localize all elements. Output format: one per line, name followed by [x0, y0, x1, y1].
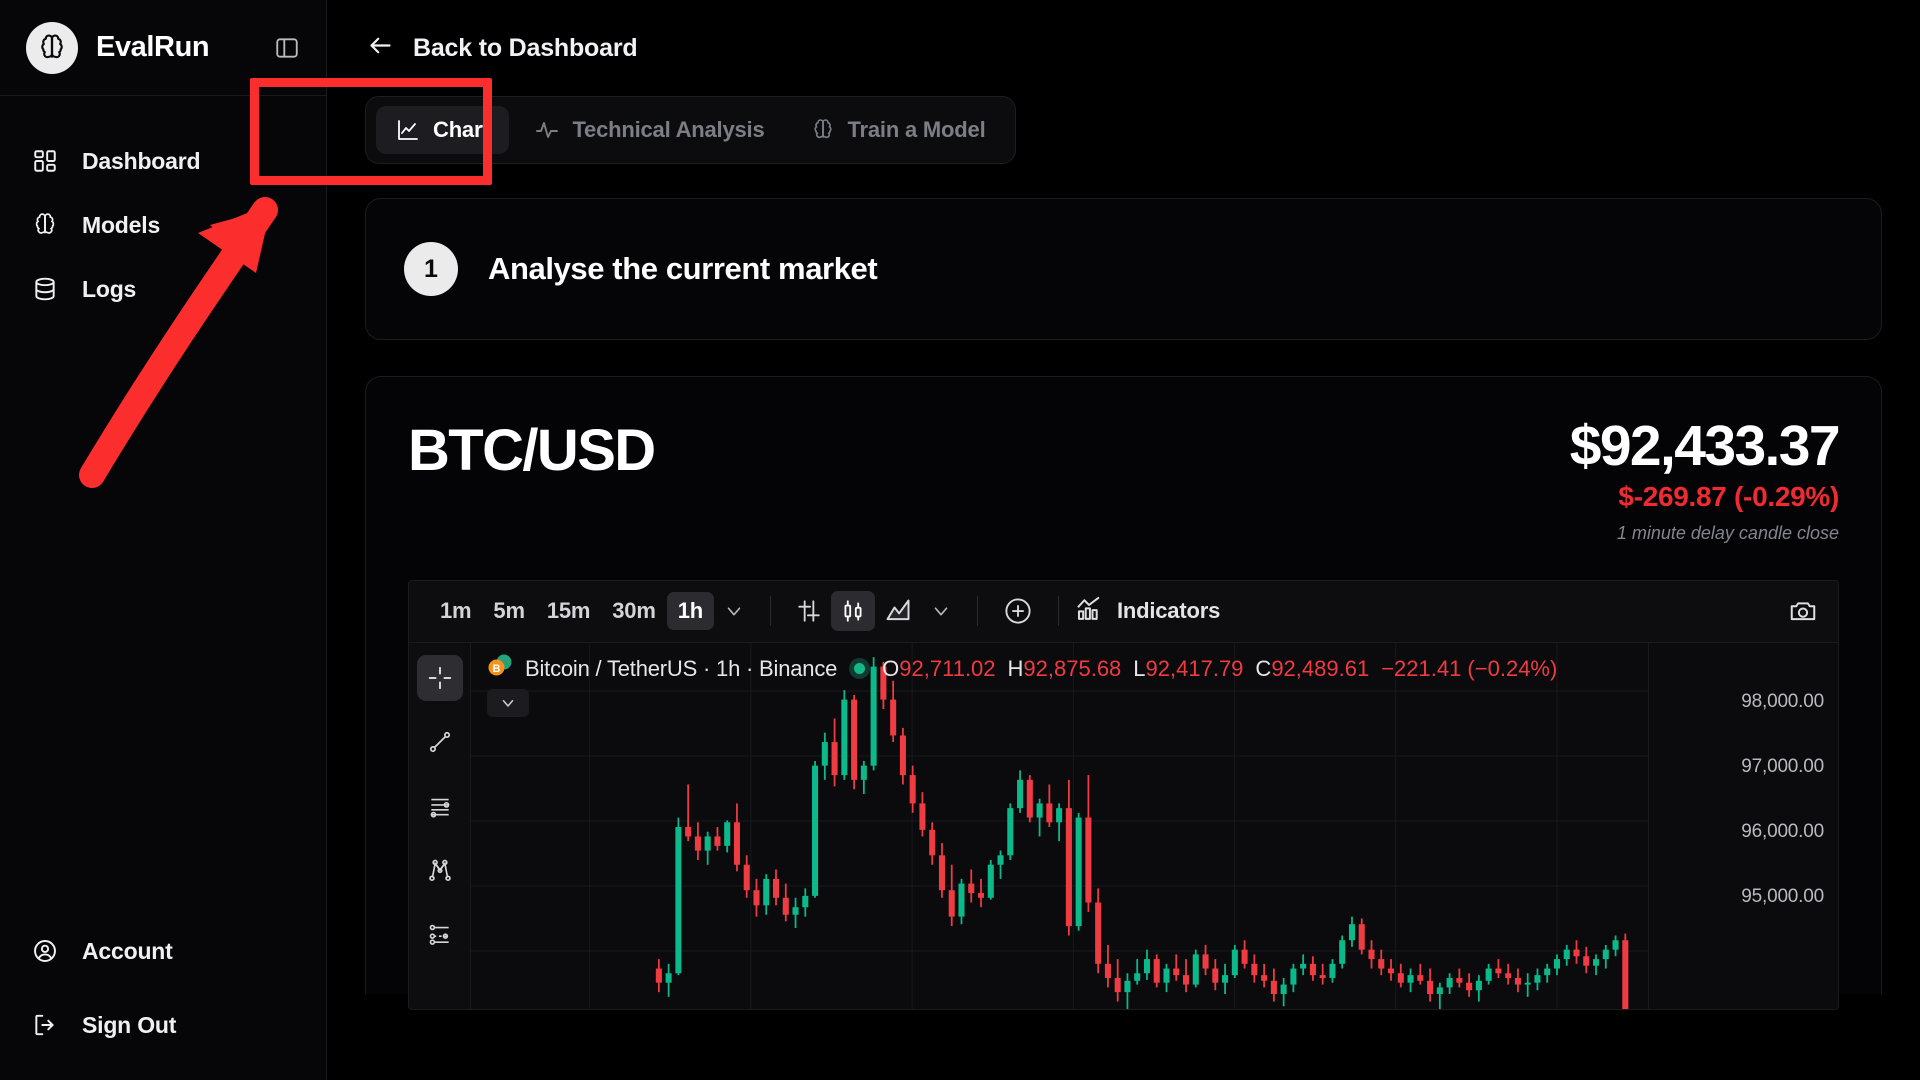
- back-to-dashboard-label: Back to Dashboard: [413, 33, 638, 62]
- sidebar-item-label: Account: [82, 937, 173, 964]
- sidebar-brand: EvalRun: [0, 0, 326, 96]
- price-row: BTC/USD $92,433.37 $-269.87 (-0.29%) 1 m…: [408, 414, 1841, 544]
- sidebar-item-label: Sign Out: [82, 1011, 177, 1038]
- sidebar-item-label: Models: [82, 211, 161, 238]
- sidebar-item-label: Dashboard: [82, 147, 201, 174]
- indicators-button[interactable]: Indicators: [1075, 595, 1220, 628]
- bitcoin-icon: B: [487, 653, 513, 685]
- brain-icon: [811, 118, 835, 142]
- logout-icon: [30, 1010, 60, 1040]
- tradingview-widget: 1m 5m 15m 30m 1h: [408, 579, 1839, 1010]
- sidebar-item-sign-out[interactable]: Sign Out: [0, 996, 326, 1054]
- ohlc-low: L92,417.79: [1133, 655, 1244, 681]
- sidebar-item-account[interactable]: Account: [0, 922, 326, 980]
- area-chart-icon[interactable]: [875, 590, 921, 632]
- ohlc-open: O92,711.02: [882, 655, 996, 681]
- sidebar-item-label: Logs: [82, 275, 137, 302]
- step-number: 1: [404, 242, 458, 296]
- sidebar-toggle-icon[interactable]: [274, 35, 300, 61]
- ohlc-delta: −221.41 (−0.24%): [1381, 655, 1558, 681]
- price-axis-label: 98,000.00: [1741, 690, 1824, 712]
- toolbar-divider: [976, 596, 978, 627]
- timeframe-1h[interactable]: 1h: [666, 592, 714, 631]
- candlestick-icon[interactable]: [830, 591, 875, 632]
- step-title: Analyse the current market: [488, 251, 878, 286]
- brush-pattern-icon[interactable]: [417, 911, 463, 957]
- sidebar-nav: Dashboard Models Logs: [0, 96, 326, 318]
- price-axis-label: 95,000.00: [1741, 885, 1824, 907]
- sidebar-bottom-nav: Account Sign Out: [0, 922, 326, 1080]
- timeframe-30m[interactable]: 30m: [612, 598, 656, 624]
- price-change: $-269.87 (-0.29%): [1618, 480, 1839, 512]
- market-panel: BTC/USD $92,433.37 $-269.87 (-0.29%) 1 m…: [365, 376, 1882, 1010]
- database-icon: [30, 274, 60, 304]
- toolbar-divider: [1057, 596, 1059, 627]
- tabbar-wrapper: Chart Technical Analysis: [327, 96, 1920, 164]
- chart-toolbar: 1m 5m 15m 30m 1h: [409, 580, 1838, 643]
- topbar: Back to Dashboard: [327, 0, 1920, 96]
- back-to-dashboard-link[interactable]: Back to Dashboard: [367, 32, 638, 64]
- grid-icon: [30, 146, 60, 176]
- tab-label: Technical Analysis: [572, 117, 765, 142]
- sidebar-item-logs[interactable]: Logs: [0, 260, 326, 318]
- indicators-label: Indicators: [1116, 598, 1221, 624]
- price-axis-label: 96,000.00: [1741, 820, 1824, 842]
- price-block: $92,433.37 $-269.87 (-0.29%) 1 minute de…: [1569, 414, 1841, 544]
- line-chart-icon: [396, 118, 420, 142]
- brain-icon: [30, 210, 60, 240]
- brain-icon: [41, 34, 63, 58]
- chart-type-chevron-down-icon[interactable]: [921, 593, 961, 629]
- crosshair-icon[interactable]: [416, 654, 463, 701]
- pitchfork-icon[interactable]: [417, 847, 463, 893]
- timeframe-5m[interactable]: 5m: [493, 598, 525, 624]
- pulse-icon: [535, 118, 559, 142]
- candlestick-chart[interactable]: B Bitcoin / TetherUS · 1h · Binance O92,…: [471, 642, 1648, 1009]
- chart-symbol-label: Bitcoin / TetherUS · 1h · Binance: [525, 655, 838, 681]
- timeframe-15m[interactable]: 15m: [546, 598, 591, 624]
- step-card: 1 Analyse the current market: [365, 198, 1882, 340]
- chart-legend: B Bitcoin / TetherUS · 1h · Binance O92,…: [487, 653, 1557, 685]
- pair-name: BTC/USD: [408, 418, 656, 483]
- indicators-icon: [1075, 595, 1103, 628]
- svg-text:B: B: [493, 663, 501, 675]
- drawing-toolbar: [409, 642, 471, 1009]
- tab-label: Chart: [433, 117, 490, 142]
- plus-circle-icon[interactable]: [994, 589, 1042, 633]
- toolbar-divider: [769, 596, 771, 627]
- sidebar: EvalRun Dashboard: [0, 0, 327, 1080]
- price-axis-label: 97,000.00: [1741, 755, 1824, 777]
- trend-line-icon[interactable]: [417, 719, 463, 765]
- sidebar-item-models[interactable]: Models: [0, 196, 326, 254]
- ohlc-values: O92,711.02 H92,875.68 L92,417.79 C92,489…: [882, 656, 1557, 682]
- main-content: Back to Dashboard Chart Technical Anal: [327, 0, 1920, 1080]
- sidebar-item-dashboard[interactable]: Dashboard: [0, 132, 326, 190]
- legend-chevron-down-icon[interactable]: [487, 688, 529, 717]
- timeframe-1m[interactable]: 1m: [440, 598, 472, 624]
- price-note: 1 minute delay candle close: [1616, 522, 1839, 543]
- user-circle-icon: [30, 936, 60, 966]
- ohlc-high: H92,875.68: [1007, 655, 1122, 681]
- current-price: $92,433.37: [1569, 414, 1841, 478]
- horizontal-lines-icon[interactable]: [417, 783, 463, 829]
- timeframe-chevron-down-icon[interactable]: [714, 593, 754, 629]
- tab-label: Train a Model: [847, 117, 986, 142]
- brand-name: EvalRun: [96, 31, 210, 63]
- tab-technical-analysis[interactable]: Technical Analysis: [515, 106, 784, 154]
- compare-icon[interactable]: [787, 591, 831, 631]
- candles-svg: [471, 642, 1648, 1009]
- brand-logo: [26, 21, 78, 74]
- camera-icon[interactable]: [1788, 596, 1818, 626]
- tab-train-a-model[interactable]: Train a Model: [791, 106, 1006, 154]
- ohlc-close: C92,489.61: [1255, 655, 1370, 681]
- arrow-left-icon: [367, 32, 394, 64]
- live-dot-icon: [849, 658, 871, 680]
- chart-body: B Bitcoin / TetherUS · 1h · Binance O92,…: [409, 642, 1838, 1009]
- tabbar: Chart Technical Analysis: [365, 96, 1017, 164]
- price-axis[interactable]: 98,000.00 97,000.00 96,000.00 95,000.00: [1648, 642, 1838, 1009]
- tab-chart[interactable]: Chart: [376, 106, 510, 154]
